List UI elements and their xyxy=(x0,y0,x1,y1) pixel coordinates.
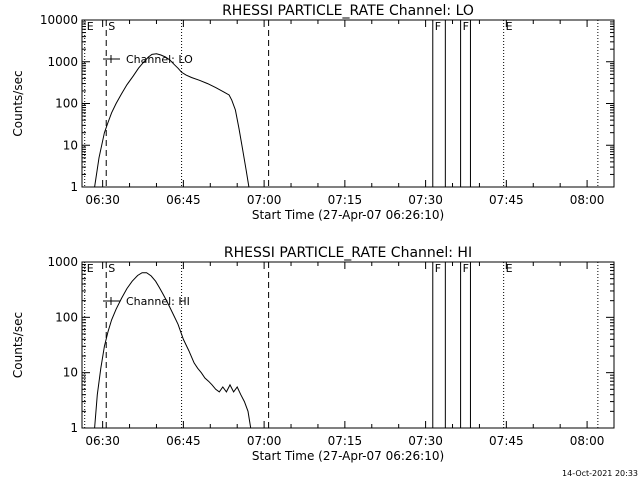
y-tick-label: 1 xyxy=(70,180,78,194)
x-tick-label: 08:00 xyxy=(570,434,605,448)
legend-label: Channel: LO xyxy=(126,53,193,66)
y-axis-label: Counts/sec xyxy=(11,312,25,378)
legend-label: Channel: HI xyxy=(126,295,190,308)
event-marker-label: F xyxy=(463,262,469,275)
x-axis-label: Start Time (27-Apr-07 06:26:10) xyxy=(252,208,444,222)
series-line xyxy=(94,272,252,429)
x-tick-label: 07:15 xyxy=(328,193,363,207)
x-tick-label: 07:00 xyxy=(247,434,282,448)
y-axis-label: Counts/sec xyxy=(11,70,25,136)
plot-frame xyxy=(81,19,615,188)
x-tick-label: 07:45 xyxy=(489,193,524,207)
x-axis-label: Start Time (27-Apr-07 06:26:10) xyxy=(252,449,444,463)
panel-lo: RHESSI PARTICLE_RATE Channel: LO Start Ti… xyxy=(11,3,615,222)
event-marker-label: F xyxy=(435,262,441,275)
x-tick-label: 08:00 xyxy=(570,193,605,207)
plot-frame xyxy=(81,261,615,429)
y-tick-label: 1000 xyxy=(47,55,78,69)
x-tick-label: 06:45 xyxy=(166,193,201,207)
event-marker-label: F xyxy=(463,20,469,33)
y-tick-label: 100 xyxy=(55,97,78,111)
panel-hi: RHESSI PARTICLE_RATE Channel: HI Start Ti… xyxy=(11,245,615,463)
x-tick-label: 07:45 xyxy=(489,434,524,448)
y-tick-label: 10000 xyxy=(40,13,78,27)
x-tick-label: 07:00 xyxy=(247,193,282,207)
chart-title: RHESSI PARTICLE_RATE Channel: LO xyxy=(222,3,474,19)
x-tick-label: 06:45 xyxy=(166,434,201,448)
y-tick-label: 10 xyxy=(63,366,78,380)
event-marker-label: S xyxy=(108,20,115,33)
x-tick-label: 07:30 xyxy=(408,193,443,207)
x-tick-label: 07:30 xyxy=(408,434,443,448)
x-tick-label: 07:15 xyxy=(328,434,363,448)
event-marker-label: E xyxy=(506,20,513,33)
event-marker-label: S xyxy=(108,262,115,275)
y-tick-label: 100 xyxy=(55,310,78,324)
y-tick-label: 1000 xyxy=(47,255,78,269)
event-marker-label: F xyxy=(435,20,441,33)
x-tick-label: 06:30 xyxy=(85,434,120,448)
event-marker-label: E xyxy=(87,262,94,275)
series-line xyxy=(94,53,250,188)
footer-timestamp: 14-Oct-2021 20:33 xyxy=(562,469,638,478)
event-marker-label: E xyxy=(506,262,513,275)
y-tick-label: 1 xyxy=(70,421,78,435)
chart-title: RHESSI PARTICLE_RATE Channel: HI xyxy=(224,245,472,261)
y-tick-label: 10 xyxy=(63,138,78,152)
event-marker-label: E xyxy=(87,20,94,33)
x-tick-label: 06:30 xyxy=(85,193,120,207)
